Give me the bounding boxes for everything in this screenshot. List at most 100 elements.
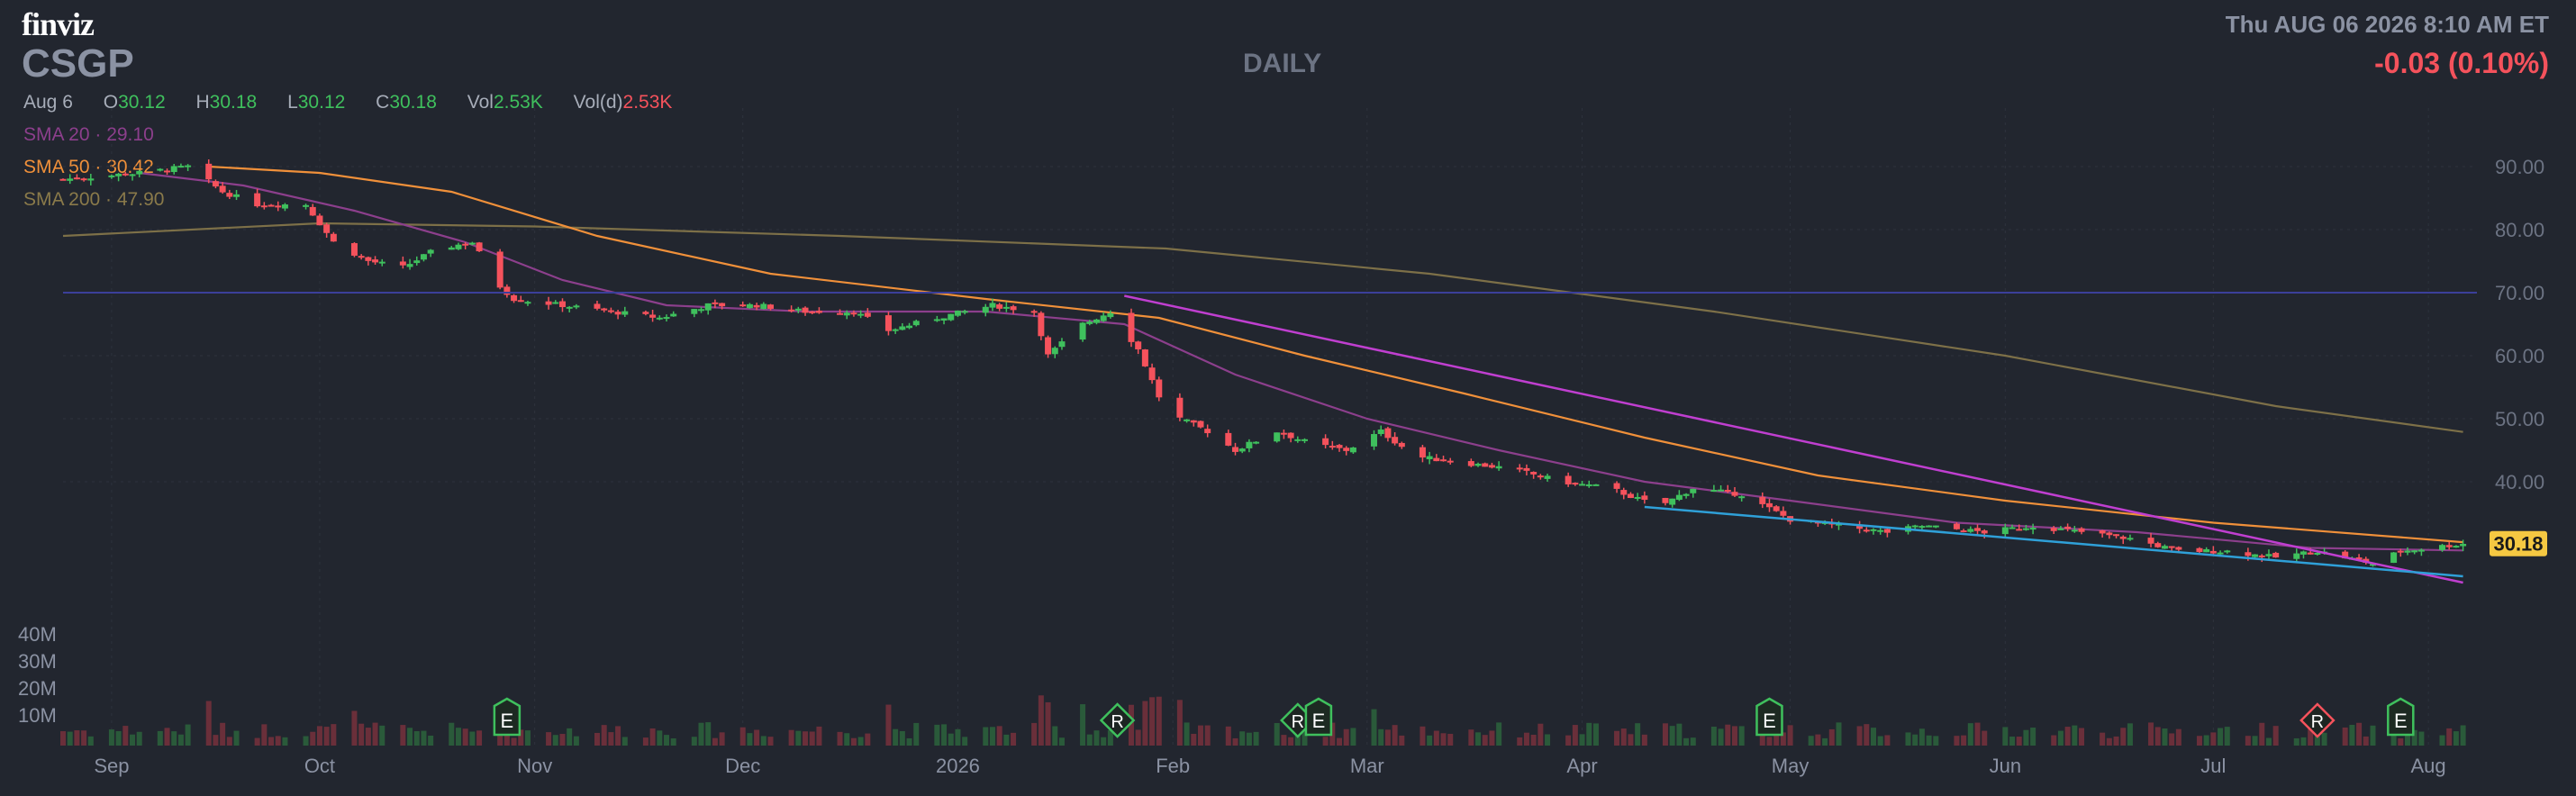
earnings-marker-label: E — [1312, 710, 1326, 732]
volume-bar — [1808, 736, 1814, 746]
candle-body — [185, 165, 192, 167]
candle-body — [1204, 429, 1211, 434]
volume-bar — [1329, 722, 1336, 746]
volume-bar — [1003, 734, 1010, 746]
candle-body — [1051, 348, 1058, 355]
candle-body — [1981, 530, 1988, 534]
candle-body — [2168, 546, 2175, 548]
candle-body — [399, 261, 406, 266]
volume-bar — [2203, 735, 2209, 746]
candle-body — [1002, 306, 1010, 309]
volume-bar — [115, 730, 122, 746]
volume-bar — [2411, 729, 2417, 746]
volume-bar — [1926, 735, 1932, 746]
volume-bar — [1961, 735, 1967, 746]
candle-body — [2001, 527, 2009, 535]
volume-bar — [1905, 732, 1911, 746]
candle-body — [719, 303, 726, 307]
candle-body — [1877, 529, 1884, 532]
volume-bar — [1011, 732, 1017, 746]
volume-bar — [2106, 737, 2112, 746]
volume-bar — [122, 726, 129, 746]
volume-bar — [1683, 737, 1690, 746]
candle-body — [1870, 529, 1877, 531]
volume-bar — [60, 731, 66, 746]
candle-body — [420, 254, 427, 260]
candle-body — [1544, 475, 1551, 479]
candle-body — [794, 308, 802, 311]
sma50-legend[interactable]: SMA 50 · 30.42 — [23, 157, 154, 177]
volume-bar — [1620, 728, 1627, 746]
candle-body — [2453, 546, 2460, 548]
open-label: O — [103, 92, 119, 113]
rating-marker-label: R — [1111, 712, 1123, 732]
volume-bar — [1662, 723, 1668, 746]
volume-bar — [962, 737, 968, 746]
candle-body — [1572, 483, 1579, 485]
volume-bar — [1031, 722, 1038, 746]
candle-body — [2071, 529, 2078, 532]
volume-bar — [1086, 734, 1093, 746]
candle-body — [691, 309, 698, 314]
candle-body — [2217, 552, 2224, 555]
volume-bar — [310, 731, 316, 746]
close-value: 30.18 — [389, 92, 437, 113]
volume-bar — [400, 725, 406, 746]
volume-bar — [323, 727, 330, 746]
sma20-legend[interactable]: SMA 20 · 29.10 — [23, 124, 154, 145]
candle-body — [1530, 472, 1537, 475]
volume-bar — [254, 737, 260, 746]
volume-bar — [1302, 731, 1308, 746]
candle-body — [2106, 532, 2113, 536]
volume-bar — [316, 726, 322, 746]
volume-bar — [2148, 722, 2154, 746]
volume-bar — [767, 737, 774, 746]
candle-body — [746, 303, 753, 309]
volume-bar — [157, 730, 163, 746]
volume-bar — [1871, 728, 1876, 746]
candle-body — [1675, 494, 1683, 501]
candle-body — [837, 312, 844, 315]
finviz-logo[interactable]: finviz — [22, 6, 95, 42]
candle-body — [1426, 456, 1433, 460]
volume-bar — [1038, 695, 1044, 746]
candle-body — [1620, 490, 1628, 495]
volume-bar — [1864, 724, 1870, 746]
sma200-legend[interactable]: SMA 200 · 47.90 — [23, 189, 165, 210]
candle-body — [594, 303, 601, 309]
y-tick-label: 50.00 — [2495, 408, 2544, 430]
candle-body — [358, 256, 365, 258]
candle-body — [2397, 550, 2404, 553]
candle-body — [2175, 547, 2182, 550]
volume-bar — [719, 732, 725, 746]
candle-body — [1565, 475, 1572, 484]
candle-body — [739, 304, 747, 307]
candle-body — [2203, 548, 2210, 553]
volume-bar — [2196, 736, 2202, 746]
volume-bar — [1537, 723, 1544, 746]
volume-bar — [1142, 701, 1148, 746]
volume-bar — [2002, 727, 2009, 746]
volume-bar — [220, 722, 226, 746]
volume-value: 2.53K — [493, 92, 543, 113]
candle-body — [753, 304, 760, 308]
volume-bar — [2057, 730, 2064, 746]
candle-body — [406, 264, 413, 267]
volume-bar — [809, 731, 815, 746]
volume-bar — [2113, 736, 2119, 746]
candle-body — [1911, 525, 1918, 528]
candle-body — [275, 205, 282, 208]
ticker-symbol: CSGP — [22, 41, 134, 86]
candle-body — [87, 178, 95, 181]
candle-body — [1835, 523, 1842, 526]
x-tick-label: 2026 — [936, 755, 980, 777]
candle-body — [1287, 432, 1294, 439]
volume-bar — [705, 722, 712, 746]
volume-bar — [857, 737, 864, 746]
volume-bar — [1052, 726, 1058, 746]
candle-body — [309, 206, 316, 216]
volume-bar — [1440, 733, 1447, 746]
volume-bar — [2023, 729, 2029, 746]
